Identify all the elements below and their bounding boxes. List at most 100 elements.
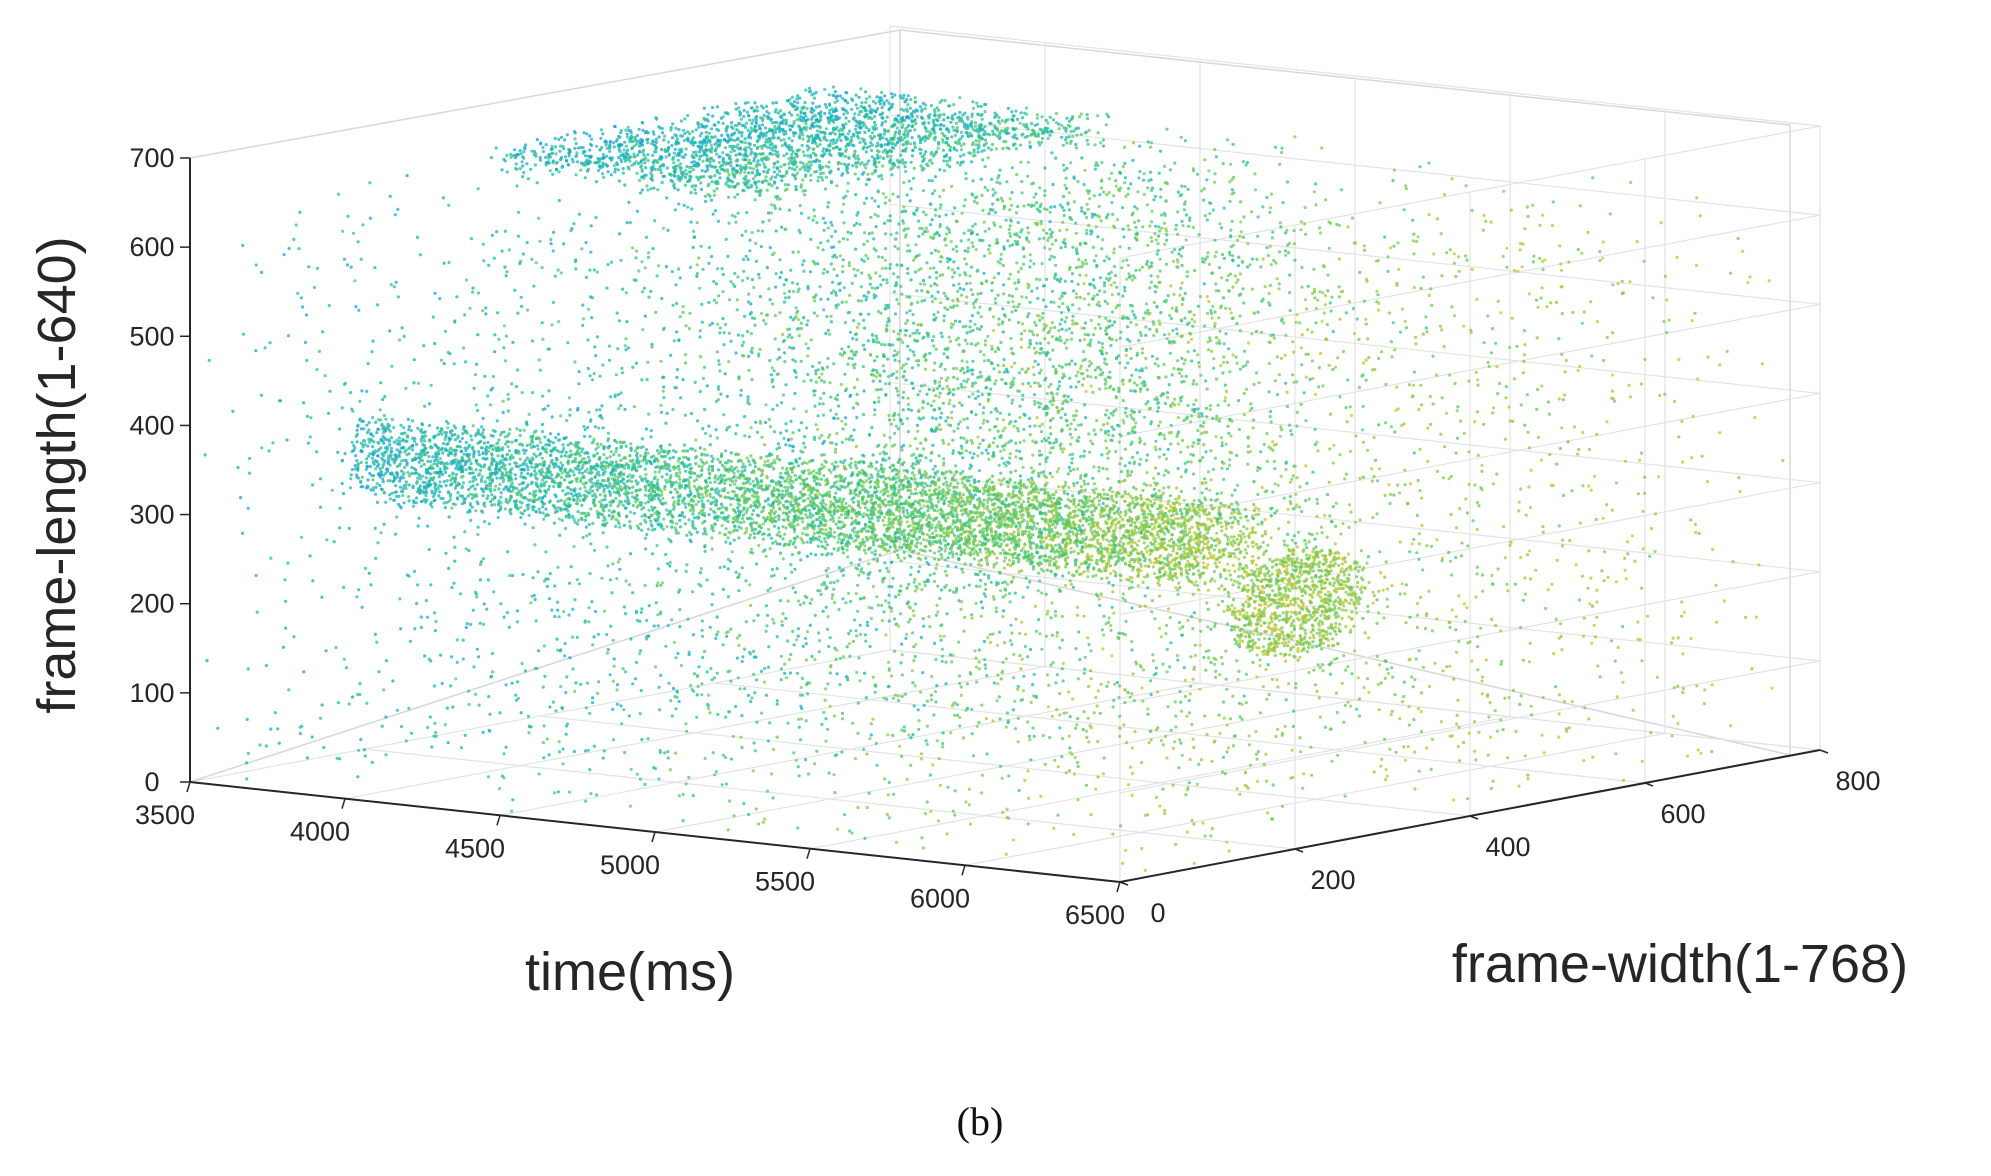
data-point: [356, 240, 360, 244]
data-point: [436, 426, 440, 430]
data-point: [870, 286, 874, 290]
data-point: [869, 616, 874, 621]
data-point: [1338, 395, 1342, 399]
data-point: [1303, 298, 1307, 302]
data-point: [919, 635, 923, 640]
data-point: [1081, 727, 1085, 732]
data-point: [775, 447, 779, 451]
data-point: [1427, 293, 1431, 297]
data-point: [341, 229, 345, 233]
data-point: [789, 563, 793, 567]
data-point: [1051, 182, 1055, 187]
data-point: [914, 456, 918, 460]
data-point: [1028, 433, 1032, 437]
data-point: [1475, 527, 1479, 532]
data-point: [515, 609, 520, 613]
data-point: [1165, 337, 1169, 341]
data-point: [1296, 658, 1300, 662]
data-point: [493, 333, 497, 337]
data-point: [806, 354, 810, 358]
data-point: [1056, 765, 1060, 769]
data-point: [783, 360, 787, 364]
data-point: [968, 274, 972, 278]
data-point: [1039, 794, 1043, 798]
data-point: [1158, 594, 1162, 598]
data-point: [989, 580, 993, 584]
data-point: [712, 676, 717, 680]
data-point: [1611, 397, 1616, 401]
data-point: [750, 278, 755, 282]
data-point: [1118, 684, 1122, 688]
data-point: [774, 229, 778, 233]
data-point: [1170, 306, 1174, 310]
data-point: [1163, 812, 1167, 816]
data-point: [675, 368, 680, 372]
data-point: [1060, 365, 1064, 369]
data-point: [1391, 321, 1395, 325]
data-point: [1282, 321, 1286, 325]
data-point: [1109, 270, 1113, 274]
data-point: [1133, 730, 1137, 734]
data-point: [570, 227, 574, 231]
data-point: [683, 413, 688, 417]
data-point: [1611, 283, 1615, 287]
data-point: [803, 594, 807, 599]
data-point: [1289, 615, 1293, 619]
data-point: [1377, 708, 1381, 712]
data-point: [1082, 614, 1086, 618]
data-point: [1001, 615, 1005, 619]
data-point: [356, 775, 360, 779]
data-point: [677, 794, 681, 798]
data-point: [799, 738, 803, 742]
data-point: [1203, 714, 1207, 718]
data-point: [1027, 240, 1031, 244]
data-point: [1102, 633, 1106, 637]
data-point: [471, 608, 475, 612]
data-point: [858, 623, 862, 627]
data-point: [1040, 316, 1045, 320]
data-point: [813, 613, 817, 617]
data-point: [727, 360, 731, 364]
data-point: [1088, 724, 1092, 728]
data-point: [1092, 294, 1096, 298]
data-point: [1212, 740, 1216, 744]
data-point: [668, 768, 673, 772]
data-point: [584, 525, 589, 529]
data-point: [1230, 254, 1235, 258]
data-point: [540, 422, 545, 427]
data-point: [1028, 480, 1032, 484]
data-point: [888, 266, 892, 270]
data-point: [1350, 216, 1355, 220]
data-point: [928, 351, 932, 355]
data-point: [967, 238, 971, 242]
data-point: [909, 736, 913, 740]
data-point: [849, 393, 853, 397]
data-point: [1339, 188, 1344, 192]
data-point: [727, 710, 732, 714]
data-point: [1328, 672, 1333, 676]
data-point: [802, 316, 806, 320]
data-point: [981, 606, 985, 610]
data-point: [1462, 602, 1466, 606]
data-point: [520, 662, 524, 666]
data-point: [568, 656, 572, 660]
data-point: [981, 438, 985, 442]
data-point: [651, 552, 655, 556]
data-point: [611, 738, 616, 742]
data-point: [829, 220, 833, 224]
data-point: [1002, 448, 1006, 452]
data-point: [1411, 685, 1415, 689]
data-point: [799, 686, 803, 690]
data-point: [398, 338, 402, 342]
data-point: [433, 291, 437, 295]
data-point: [1217, 339, 1221, 343]
data-point: [1640, 659, 1644, 663]
data-point: [1077, 630, 1081, 634]
data-point: [832, 580, 836, 585]
data-point: [971, 244, 975, 249]
data-point: [1040, 422, 1044, 426]
data-point: [1114, 184, 1118, 188]
data-point: [735, 298, 739, 302]
data-point: [1284, 333, 1288, 337]
data-point: [370, 760, 374, 765]
